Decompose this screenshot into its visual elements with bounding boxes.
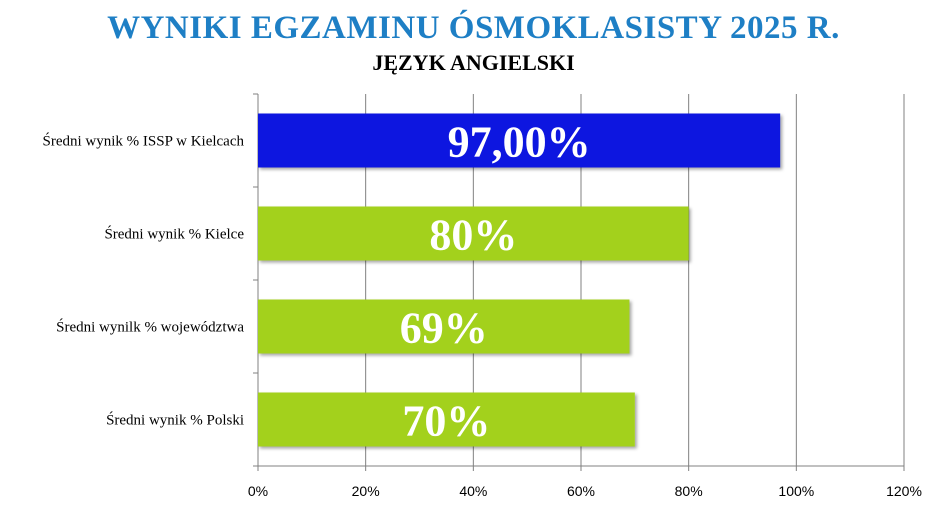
x-tick-label: 100% bbox=[778, 483, 814, 499]
category-label: Średni wynik % ISSP w Kielcach bbox=[42, 133, 244, 150]
bar bbox=[258, 206, 689, 261]
chart-title: WYNIKI EGZAMINU ÓSMOKLASISTY 2025 R. bbox=[107, 10, 840, 46]
category-label: Średni wynik % Kielce bbox=[104, 226, 244, 243]
bar bbox=[258, 113, 781, 168]
bar bbox=[258, 392, 635, 447]
x-tick-label: 20% bbox=[352, 483, 380, 499]
data-label: 97,00% bbox=[448, 118, 591, 167]
x-tick-label: 60% bbox=[567, 483, 595, 499]
x-tick-label: 0% bbox=[248, 483, 268, 499]
x-tick-label: 80% bbox=[675, 483, 703, 499]
data-label: 69% bbox=[400, 304, 488, 353]
data-label: 70% bbox=[402, 397, 490, 446]
x-tick-label: 120% bbox=[886, 483, 922, 499]
x-tick-label: 40% bbox=[459, 483, 487, 499]
bar bbox=[258, 299, 630, 354]
chart-subtitle: JĘZYK ANGIELSKI bbox=[372, 50, 575, 75]
category-label: Średni wynilk % województwa bbox=[56, 319, 244, 336]
data-label: 80% bbox=[429, 211, 517, 260]
labels: 0% 20% 40% 60% 80% 100% 120% 97,00% Średni wynik… bbox=[42, 118, 921, 500]
category-label: Średni wynik % Polski bbox=[106, 412, 244, 429]
bars bbox=[258, 113, 781, 447]
